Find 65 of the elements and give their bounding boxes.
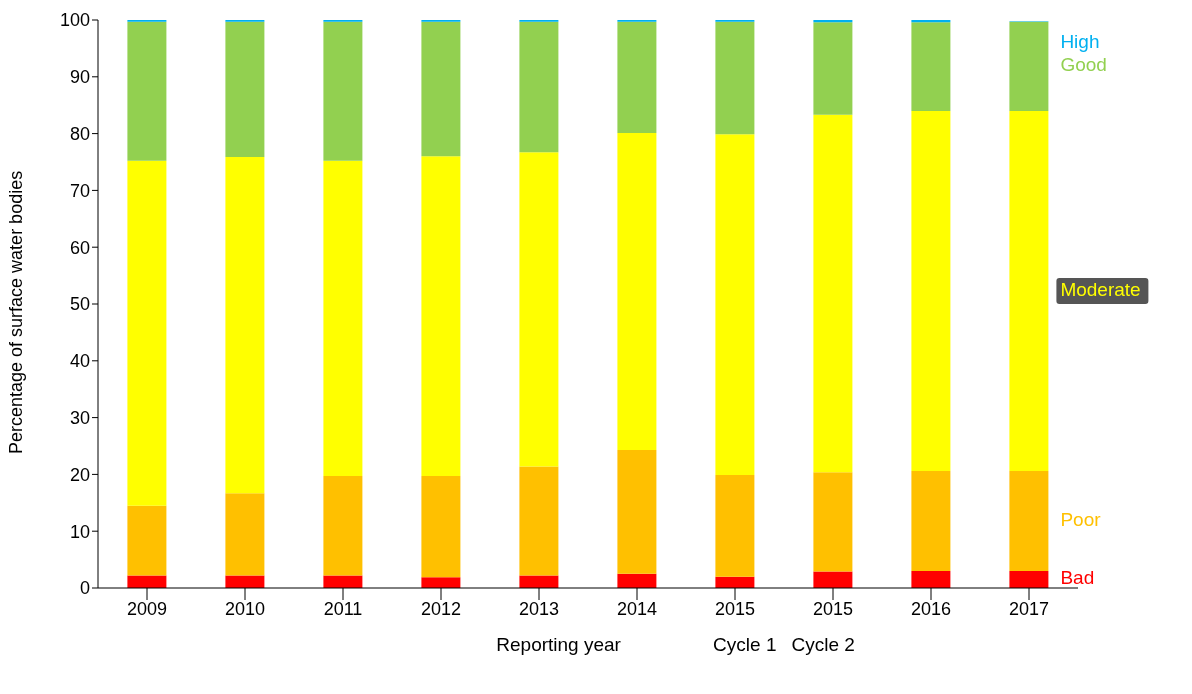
bar	[323, 160, 363, 477]
y-tick-label: 80	[69, 123, 90, 144]
bar	[911, 110, 951, 471]
bar	[421, 476, 461, 578]
x-tick-label: 2011	[323, 598, 363, 619]
x-tick-label: 2016	[910, 598, 952, 619]
series-label: Moderate	[1060, 278, 1141, 300]
x-tick-label: 2010	[224, 598, 266, 619]
bar	[127, 21, 167, 161]
text: Cycle 2	[791, 634, 855, 655]
x-tick-label: 2013	[518, 598, 560, 619]
bar	[715, 474, 755, 577]
bar	[1009, 570, 1049, 588]
y-tick-label: 20	[69, 464, 90, 485]
bar	[519, 466, 559, 576]
x-tick-label: 2009	[126, 598, 168, 619]
bar	[421, 156, 461, 477]
series-label: High	[1060, 31, 1100, 53]
y-axis-title: Percentage of surface water bodies	[6, 170, 27, 454]
y-tick-label: 60	[69, 237, 90, 258]
bar	[715, 134, 755, 475]
bar	[127, 160, 167, 506]
bar	[323, 21, 363, 161]
bar	[911, 570, 951, 588]
x-tick-label: 2012	[420, 598, 462, 619]
y-tick-label: 70	[69, 180, 90, 201]
bar	[1009, 470, 1049, 571]
x-tick-label: 2017	[1008, 598, 1050, 619]
y-tick-label: 50	[69, 294, 90, 315]
bar	[1009, 110, 1049, 471]
series-label: Bad	[1060, 567, 1095, 589]
bar	[1009, 21, 1049, 111]
bar	[127, 505, 167, 576]
bar	[225, 156, 265, 494]
bar	[323, 476, 363, 576]
bar	[813, 114, 853, 473]
bar	[617, 133, 657, 450]
bar	[519, 152, 559, 467]
x-tick-label: 2015	[812, 598, 854, 619]
y-tick-label: 0	[79, 578, 90, 599]
bar	[617, 21, 657, 134]
bar	[813, 472, 853, 572]
y-tick-label: 40	[69, 351, 90, 372]
text: Cycle 1	[713, 634, 777, 655]
bar	[813, 22, 853, 115]
bar	[421, 577, 461, 588]
x-tick-label: 2015	[714, 598, 756, 619]
bar	[617, 449, 657, 574]
bar	[813, 571, 853, 588]
y-tick-label: 90	[69, 67, 90, 88]
series-label: Poor	[1060, 508, 1102, 530]
bar	[225, 493, 265, 576]
bar	[617, 573, 657, 588]
x-axis-title: Reporting year	[495, 634, 622, 656]
y-tick-label: 10	[69, 521, 90, 542]
series-label: Good	[1060, 54, 1107, 76]
bar	[225, 21, 265, 157]
x-tick-label: 2014	[616, 598, 658, 619]
y-tick-label: 30	[69, 407, 90, 428]
bar	[421, 21, 461, 157]
bar	[911, 470, 951, 571]
bar	[911, 22, 951, 111]
y-tick-label: 100	[59, 10, 90, 31]
bar	[519, 21, 559, 153]
bar	[715, 21, 755, 135]
